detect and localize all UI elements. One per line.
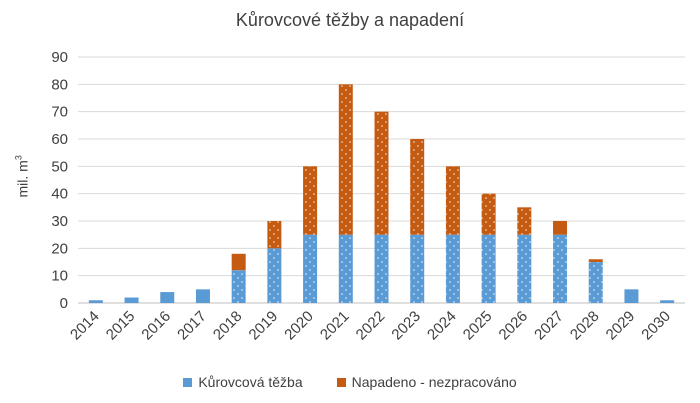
x-tick-label: 2027 — [531, 308, 567, 344]
bar-infested — [553, 221, 568, 235]
x-tick-label: 2023 — [388, 308, 424, 344]
bar-texture — [374, 111, 389, 235]
x-tick-label: 2019 — [246, 308, 282, 344]
bar-harvest — [195, 289, 210, 303]
bar-texture — [445, 234, 460, 303]
x-tick-label: 2020 — [281, 308, 317, 344]
bar-texture — [445, 166, 460, 235]
bar-texture — [267, 248, 282, 303]
bar-texture — [231, 270, 246, 303]
y-tick-label: 60 — [51, 131, 68, 148]
bar-texture — [338, 84, 353, 235]
x-tick-label: 2018 — [210, 308, 246, 344]
x-tick-label: 2025 — [460, 308, 496, 344]
y-tick-label: 0 — [60, 295, 68, 312]
y-tick-label: 80 — [51, 76, 68, 93]
bar-harvest — [88, 300, 103, 303]
y-tick-label: 90 — [51, 49, 68, 66]
x-tick-label: 2014 — [67, 308, 103, 344]
y-tick-label: 10 — [51, 268, 68, 285]
x-tick-label: 2021 — [317, 308, 353, 344]
x-tick-label: 2028 — [567, 308, 603, 344]
y-tick-labels: 0 10 20 30 40 50 60 70 80 90 — [51, 49, 68, 312]
x-tick-label: 2022 — [353, 308, 389, 344]
x-tick-label: 2026 — [496, 308, 532, 344]
y-tick-label: 50 — [51, 158, 68, 175]
bar-texture — [410, 139, 425, 235]
legend-item-infested: Napadeno - nezpracováno — [336, 374, 517, 390]
bar-texture — [374, 234, 389, 303]
bar-texture — [517, 234, 532, 303]
bar-texture — [303, 166, 318, 235]
legend-label-infested: Napadeno - nezpracováno — [351, 374, 517, 390]
legend-label-harvest: Kůrovcová těžba — [198, 374, 303, 390]
y-tick-label: 70 — [51, 104, 68, 121]
x-tick-label: 2016 — [138, 308, 174, 344]
bar-harvest — [124, 297, 139, 303]
bar-texture — [267, 221, 282, 249]
y-tick-label: 30 — [51, 213, 68, 230]
bar-texture — [588, 262, 603, 303]
y-tick-label: 20 — [51, 240, 68, 257]
x-tick-labels: 2014 2015 2016 2017 2018 2019 2020 2021 2022 2023… — [67, 308, 674, 344]
y-tick-label: 40 — [51, 186, 68, 203]
x-tick-label: 2017 — [174, 308, 210, 344]
legend-swatch-infested — [336, 377, 346, 387]
legend-swatch-harvest — [183, 377, 193, 387]
bar-texture — [517, 207, 532, 235]
x-tick-label: 2024 — [424, 308, 460, 344]
legend-item-harvest: Kůrovcová těžba — [183, 374, 303, 390]
bar-texture — [410, 234, 425, 303]
bar-infested — [231, 253, 246, 271]
x-tick-label: 2030 — [638, 308, 674, 344]
bar-texture — [481, 234, 496, 303]
bar-harvest — [660, 300, 675, 303]
bar-harvest — [160, 292, 175, 303]
bar-texture — [338, 234, 353, 303]
bar-harvest — [624, 289, 639, 303]
bar-texture — [481, 193, 496, 235]
bars — [88, 84, 675, 303]
chart-title: Kůrovcové těžby a napadení — [235, 10, 465, 30]
bar-infested — [588, 259, 603, 262]
x-tick-label: 2029 — [603, 308, 639, 344]
bar-texture — [303, 234, 318, 303]
x-tick-label: 2015 — [103, 308, 139, 344]
bar-texture — [553, 234, 568, 303]
legend: Kůrovcová těžba Napadeno - nezpracováno — [0, 374, 700, 390]
